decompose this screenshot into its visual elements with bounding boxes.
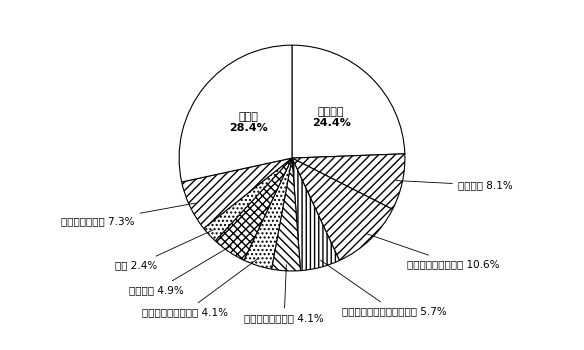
Wedge shape	[179, 45, 292, 182]
Wedge shape	[292, 158, 392, 260]
Wedge shape	[272, 158, 301, 271]
Text: 職親 2.4%: 職親 2.4%	[116, 230, 213, 270]
Text: 障害年金
24.4%: 障害年金 24.4%	[312, 107, 350, 128]
Text: どれもしらない 7.3%: どれもしらない 7.3%	[61, 203, 196, 226]
Wedge shape	[215, 158, 292, 260]
Wedge shape	[292, 158, 339, 271]
Text: 援護寮・福祉ホーム 4.1%: 援護寮・福祉ホーム 4.1%	[142, 259, 258, 317]
Text: 通院医療費公費負担 10.6%: 通院医療費公費負担 10.6%	[367, 234, 500, 269]
Wedge shape	[292, 154, 405, 209]
Wedge shape	[182, 158, 292, 229]
Wedge shape	[204, 158, 292, 241]
Wedge shape	[244, 158, 292, 269]
Text: 作業所・授産施設 4.1%: 作業所・授産施設 4.1%	[244, 265, 324, 324]
Text: 無回答
28.4%: 無回答 28.4%	[229, 112, 267, 133]
Text: 共同住宅・グループホーム 5.7%: 共同住宅・グループホーム 5.7%	[321, 260, 446, 316]
Text: 生活保護 8.1%: 生活保護 8.1%	[396, 180, 513, 190]
Text: デイケア 4.9%: デイケア 4.9%	[130, 246, 231, 295]
Wedge shape	[292, 45, 405, 158]
